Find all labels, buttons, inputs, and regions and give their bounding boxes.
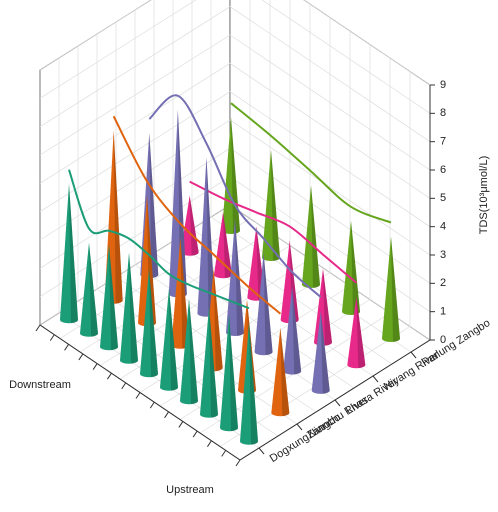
river-label: Parlung Zangbo [420,317,493,369]
cone [197,157,216,317]
cone-shade [280,327,290,417]
cone-shade [271,149,281,261]
trend-line [68,169,250,310]
cone [271,327,290,417]
x-axis-tick [149,401,155,409]
cone [80,242,98,337]
cone [138,195,156,327]
cone [283,286,302,375]
z-tick-label: 3 [440,249,446,261]
cone [382,236,401,342]
cone [171,237,190,349]
cone [180,298,198,405]
cone-shade [149,268,159,378]
z-tick-label: 0 [440,334,446,346]
cone-shade [189,195,199,256]
cone-shade [320,311,330,394]
x-axis-tick [78,353,84,361]
cone [214,212,232,279]
grid-line [39,6,431,142]
x-end-label: Upstream [166,484,214,496]
cone [140,268,158,378]
x-axis-tick [164,411,169,419]
x-axis-tick [121,382,127,390]
cone-shade [249,322,259,445]
x-axis-tick [49,334,55,341]
cone-shade [169,288,179,391]
z-tick-label: 6 [440,164,446,176]
grid-line [39,0,431,86]
cone [226,219,244,337]
x-start-label: Downstream [9,379,71,391]
cone [280,240,299,324]
cone-shade [229,314,239,432]
cone [311,311,330,394]
cone-shade [223,212,233,279]
cone [247,226,266,301]
river-tick [410,351,417,359]
z-tick-label: 5 [440,192,446,204]
cone [262,149,280,262]
cone-shade [189,298,199,405]
x-axis-tick [235,459,241,467]
trend-line [230,102,392,224]
cone-shade [311,185,321,288]
z-tick-label: 4 [440,221,446,233]
river-tick [258,447,265,455]
x-axis-tick [107,372,112,380]
cone [100,244,119,351]
grid-line [39,62,431,199]
x-axis-tick [178,421,184,428]
cone-shade [89,242,99,337]
cone-shade [69,183,79,324]
x-axis-tick [207,440,212,447]
cone [347,296,366,369]
cone [160,288,178,391]
x-axis-tick [92,363,98,370]
cone-shade [391,236,401,342]
z-tick-label: 7 [440,136,446,148]
cone [168,109,187,298]
trend-line [112,115,281,315]
cone-shade [149,132,159,279]
river-tick [334,399,341,407]
cone-shade [109,244,119,351]
z-tick-label: 8 [440,107,446,119]
x-axis-tick [221,450,227,457]
cone-shade [292,286,302,375]
x-axis-tick [35,324,41,332]
cone-shade [323,268,333,346]
grid-line [39,0,431,114]
x-axis-tick [135,392,141,399]
cone [254,252,273,356]
z-tick-label: 1 [440,306,446,318]
cone [240,322,258,445]
river-tick [372,375,379,383]
cone-shade [356,296,366,369]
cone [220,314,238,432]
cone [314,268,332,346]
cone-shade [113,130,123,304]
grid-line [39,34,431,171]
cone-shade [209,306,219,418]
trend-line [189,180,357,284]
cone [180,195,199,256]
z-tick-label: 9 [440,79,446,91]
x-axis-tick [192,430,198,438]
cone [60,183,78,324]
z-axis-label: TDS(10³μmol/L) [478,156,490,234]
x-axis-tick [64,344,69,351]
trend-line [148,94,322,298]
cone [200,306,218,418]
cone-shade [129,252,139,364]
cone [120,252,138,364]
grid-line [39,91,431,227]
cone [342,220,360,316]
river-tick [296,423,303,431]
grid-line [39,119,431,256]
z-tick-label: 2 [440,277,446,289]
cone-shade [351,220,361,315]
cone [302,185,320,289]
